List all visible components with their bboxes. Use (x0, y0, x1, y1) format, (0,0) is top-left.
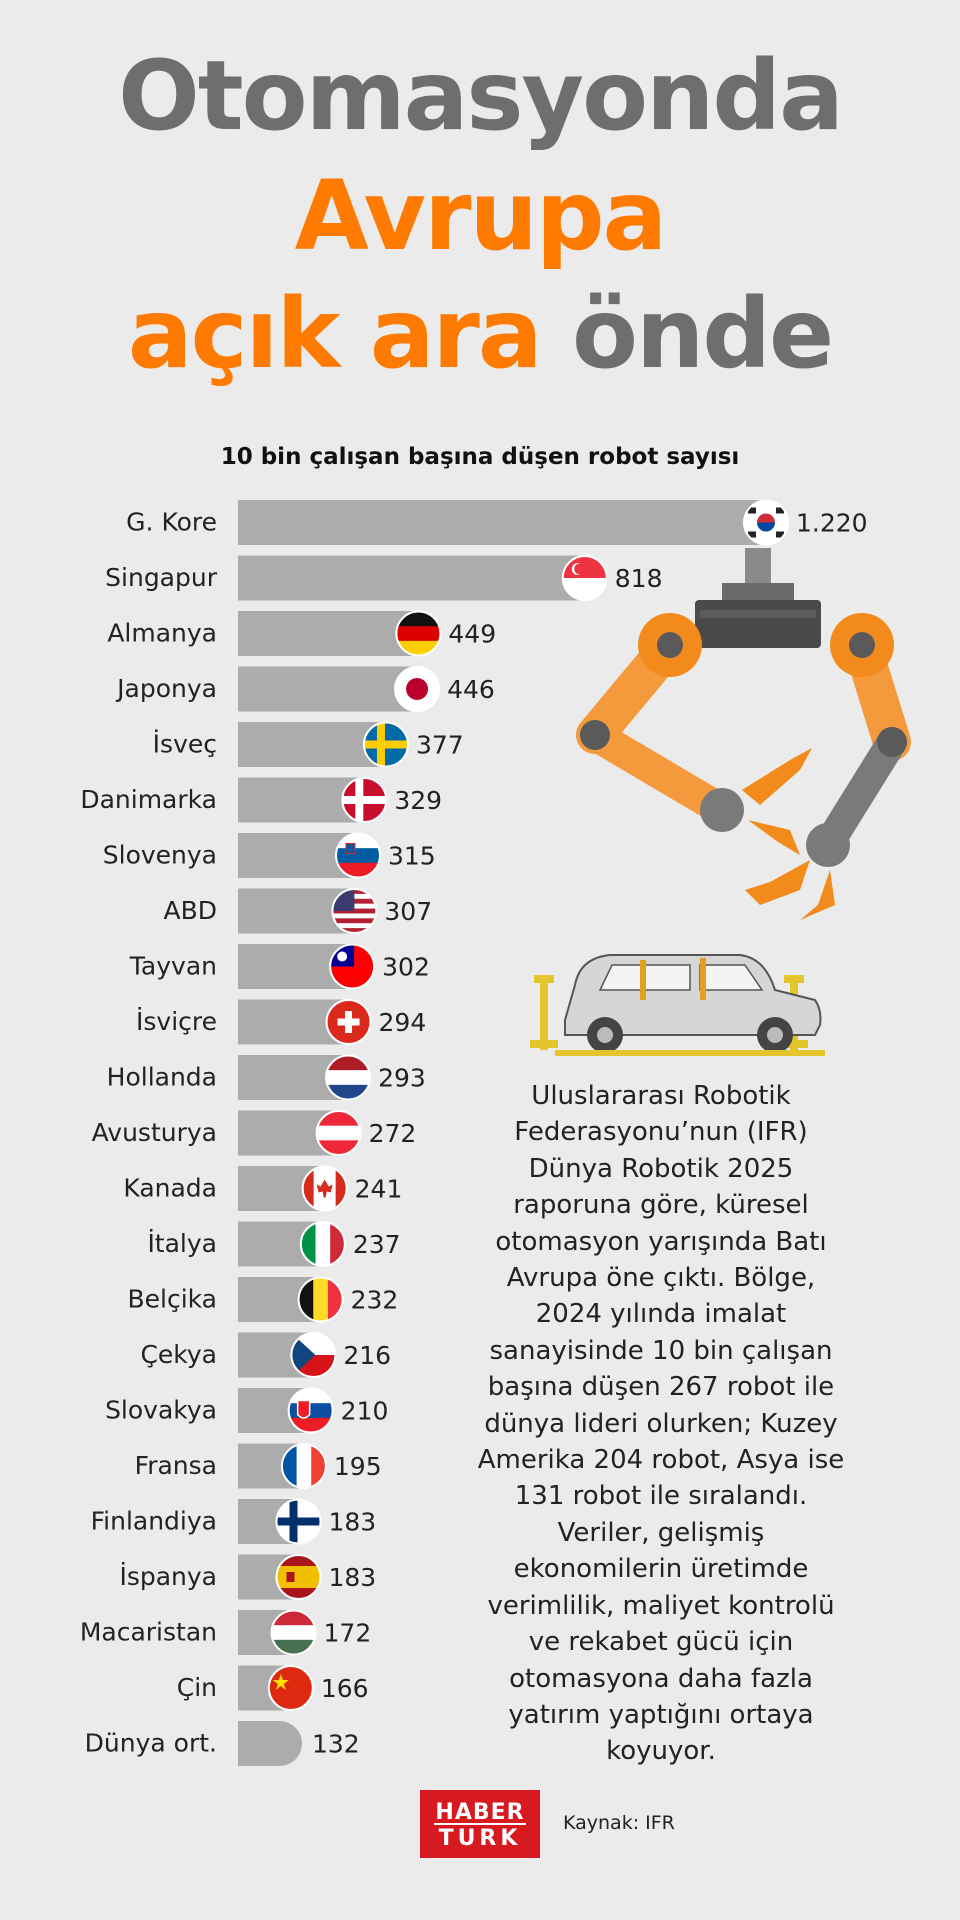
value-label: 1.220 (796, 509, 868, 538)
robot-arm-icon (576, 548, 911, 920)
japan-flag-icon (395, 667, 440, 711)
value-label: 377 (416, 731, 464, 760)
value-label: 166 (321, 1674, 369, 1703)
category-label: Macaristan (80, 1618, 217, 1647)
value-label: 272 (369, 1119, 417, 1148)
value-label: 237 (353, 1230, 401, 1259)
category-label: Avusturya (92, 1118, 217, 1147)
category-label: Japonya (115, 674, 217, 703)
category-label: İspanya (119, 1562, 217, 1591)
category-label: Almanya (107, 619, 217, 648)
value-label: 307 (384, 897, 432, 926)
bar (238, 666, 440, 712)
singapore-flag-icon (562, 556, 607, 600)
headline-line-1: Otomasyonda (118, 40, 844, 152)
south-korea-flag-icon (744, 500, 788, 545)
category-label: İsviçre (136, 1007, 217, 1036)
sweden-flag-icon (363, 722, 408, 767)
switzerland-flag-icon (326, 1000, 371, 1044)
logo-line-1: HABER (435, 1800, 525, 1825)
chart-title: 10 bin çalışan başına düşen robot sayısı (220, 444, 740, 470)
bar (238, 555, 607, 601)
category-label: Singapur (105, 563, 218, 592)
value-label: 818 (615, 564, 663, 593)
value-label: 216 (343, 1341, 391, 1370)
value-label: 302 (382, 953, 430, 982)
headline-line-2: Avrupa (294, 160, 668, 272)
headline-line-3: açık ara önde (0, 286, 960, 382)
value-label: 172 (324, 1619, 372, 1648)
value-label: 315 (388, 842, 436, 871)
bar (238, 722, 408, 767)
value-label: 132 (312, 1730, 360, 1759)
value-label: 232 (351, 1286, 399, 1315)
category-label: Tayvan (129, 952, 217, 981)
china-flag-icon (268, 1666, 313, 1710)
value-label: 210 (341, 1397, 389, 1426)
car-assembly-icon (530, 954, 825, 1056)
value-label: 241 (355, 1175, 403, 1204)
description-text: Uluslararası Robotik Federasyonu’nun (IF… (477, 1081, 845, 1767)
haberturk-logo[interactable]: HABER TURK (420, 1790, 540, 1858)
category-label: G. Kore (126, 508, 217, 537)
category-label: Çin (177, 1673, 217, 1702)
category-label: Slovenya (103, 841, 217, 870)
category-label: İtalya (147, 1229, 217, 1258)
value-label: 195 (334, 1452, 382, 1481)
headline-line-3-gray: önde (572, 278, 834, 390)
value-label: 294 (379, 1008, 427, 1037)
value-label: 183 (329, 1563, 377, 1592)
source-label: Kaynak: IFR (563, 1812, 675, 1834)
category-label: ABD (163, 896, 217, 925)
finland-flag-icon (276, 1499, 321, 1544)
canada-flag-icon (302, 1166, 347, 1211)
bar (238, 611, 441, 656)
value-label: 446 (447, 675, 495, 704)
value-label: 293 (378, 1064, 426, 1093)
denmark-flag-icon (342, 778, 387, 822)
category-label: İsveç (153, 730, 217, 759)
value-label: 329 (394, 786, 442, 815)
czechia-flag-icon (291, 1333, 336, 1377)
bar (238, 500, 789, 545)
logo-divider (434, 1823, 526, 1825)
category-label: Fransa (135, 1451, 217, 1480)
usa-flag-icon (332, 889, 377, 933)
category-label: Danimarka (80, 785, 217, 814)
logo-line-2: TURK (438, 1826, 522, 1851)
category-label: Slovakya (105, 1396, 217, 1425)
category-label: Dünya ort. (85, 1729, 217, 1758)
spain-flag-icon (276, 1555, 321, 1599)
category-label: Kanada (123, 1174, 217, 1203)
bar (238, 1721, 302, 1766)
category-label: Çekya (140, 1340, 217, 1369)
value-label: 449 (448, 620, 496, 649)
headline-line-3-orange: açık ara (127, 278, 543, 390)
category-label: Finlandiya (91, 1507, 217, 1536)
category-label: Belçika (127, 1285, 217, 1314)
austria-flag-icon (316, 1111, 361, 1155)
category-label: Hollanda (107, 1063, 217, 1092)
value-label: 183 (329, 1508, 377, 1537)
